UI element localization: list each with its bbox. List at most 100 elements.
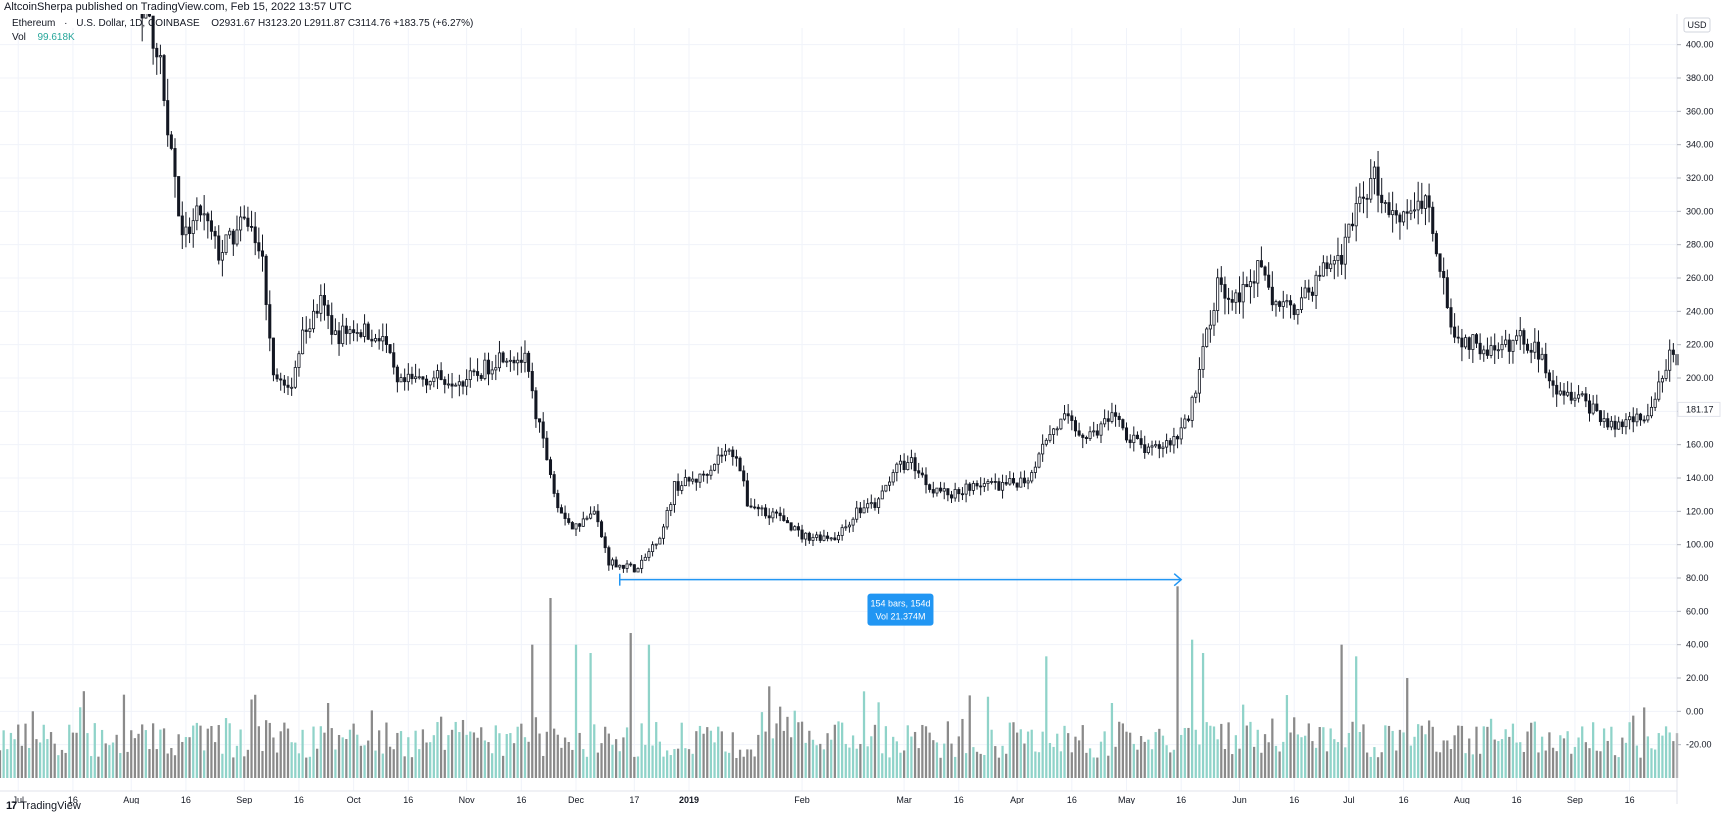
- volume-bar: [414, 730, 417, 778]
- candle-body: [1573, 397, 1577, 401]
- volume-bar: [104, 743, 107, 778]
- volume-bar: [826, 733, 829, 778]
- volume-bar: [35, 739, 38, 778]
- candle-body: [596, 510, 600, 523]
- volume-bar: [520, 723, 523, 778]
- candle-body: [1059, 418, 1063, 430]
- volume-bar: [403, 756, 406, 778]
- volume-bar: [1475, 726, 1478, 778]
- candle-body: [352, 329, 356, 334]
- candle-body: [330, 315, 334, 335]
- candle-body: [1606, 418, 1610, 428]
- volume-bar: [20, 745, 24, 778]
- candle-body: [621, 564, 625, 569]
- volume-bar: [979, 753, 982, 778]
- candle-body: [333, 330, 337, 335]
- candle-body: [384, 336, 388, 345]
- candle-body: [1587, 400, 1592, 414]
- candle-body: [709, 469, 713, 476]
- y-tick-label: 60.00: [1686, 606, 1709, 616]
- volume-bar: [1351, 721, 1354, 778]
- candle-body: [778, 512, 782, 517]
- volume-bar: [877, 702, 880, 778]
- footer-brand[interactable]: TradingView: [20, 800, 81, 812]
- candle-body: [1577, 394, 1581, 399]
- price-candles: [140, 14, 1679, 574]
- volume-bar: [1530, 722, 1533, 778]
- volume-bar: [1260, 752, 1263, 778]
- candle-body: [1248, 281, 1252, 288]
- volume-bar: [1161, 735, 1165, 778]
- candle-body: [1157, 444, 1161, 449]
- volume-bar: [651, 745, 654, 778]
- candle-body: [946, 488, 950, 496]
- volume-bar: [1566, 731, 1569, 778]
- volume-bar: [892, 736, 895, 778]
- candle-body: [1405, 211, 1409, 214]
- candle-body: [1340, 255, 1344, 265]
- candle-body: [920, 472, 924, 476]
- candle-body: [1117, 415, 1121, 420]
- candle-body: [1529, 349, 1533, 353]
- volume-bar: [1085, 752, 1088, 778]
- volume-bar: [563, 737, 567, 778]
- candle-body: [1092, 430, 1096, 433]
- candle-body: [556, 493, 560, 509]
- volume-bar: [159, 729, 162, 778]
- legend-symbol[interactable]: Ethereum: [12, 18, 56, 29]
- volume-bar: [607, 733, 610, 778]
- volume-bar: [119, 753, 122, 778]
- volume-bar: [574, 644, 578, 778]
- volume-bar: [268, 722, 271, 778]
- volume-bar: [1176, 586, 1179, 778]
- volume-bar: [523, 737, 527, 778]
- volume-bar: [1504, 729, 1507, 778]
- measure-label-box[interactable]: [867, 593, 934, 626]
- volume-bar: [888, 757, 891, 778]
- candle-body: [264, 255, 268, 305]
- chart-area[interactable]: 154 bars, 154d Vol 21.374M -20.00 0.00 20.0…: [0, 14, 1721, 804]
- candle-body: [924, 474, 928, 486]
- volume-bar: [1493, 739, 1496, 778]
- volume-bar: [217, 725, 220, 778]
- x-tick-label: 16: [954, 795, 964, 804]
- volume-bar: [1045, 656, 1048, 778]
- candle-body: [1285, 300, 1289, 303]
- volume-bar: [141, 724, 144, 778]
- usd-badge[interactable]: USD: [1683, 17, 1711, 33]
- volume-bar: [1482, 726, 1485, 778]
- volume-bar: [600, 743, 603, 778]
- candle-body: [1139, 438, 1143, 446]
- volume-bar: [1376, 757, 1380, 778]
- candle-body: [530, 371, 534, 392]
- candle-body: [629, 563, 633, 566]
- volume-bar: [731, 732, 734, 778]
- volume-bar: [1515, 742, 1518, 778]
- candle-body: [1474, 334, 1479, 344]
- volume-bar: [618, 751, 621, 778]
- volume-bar: [1632, 715, 1635, 778]
- candle-body: [1358, 196, 1362, 204]
- candle-body: [184, 226, 188, 236]
- volume-bar: [939, 757, 942, 778]
- candle-body: [1522, 330, 1526, 345]
- candle-body: [344, 325, 348, 334]
- candle-body: [600, 521, 604, 538]
- volume-bar: [1234, 735, 1238, 778]
- candle-body: [1197, 369, 1201, 394]
- candle-body: [548, 459, 553, 475]
- volume-bar: [1147, 739, 1150, 778]
- volume-bar: [1384, 725, 1387, 778]
- volume-bar: [800, 721, 804, 778]
- volume-bar: [1479, 753, 1482, 778]
- volume-bar: [1329, 728, 1332, 778]
- candle-body: [1329, 263, 1333, 269]
- volume-bar: [111, 742, 115, 778]
- candle-body: [454, 384, 458, 387]
- candle-body: [1267, 274, 1271, 288]
- candle-body: [1434, 233, 1438, 255]
- volume-bar: [1012, 722, 1015, 778]
- candle-body: [169, 134, 173, 149]
- candle-body: [1584, 393, 1588, 402]
- volume-bar: [1267, 742, 1270, 778]
